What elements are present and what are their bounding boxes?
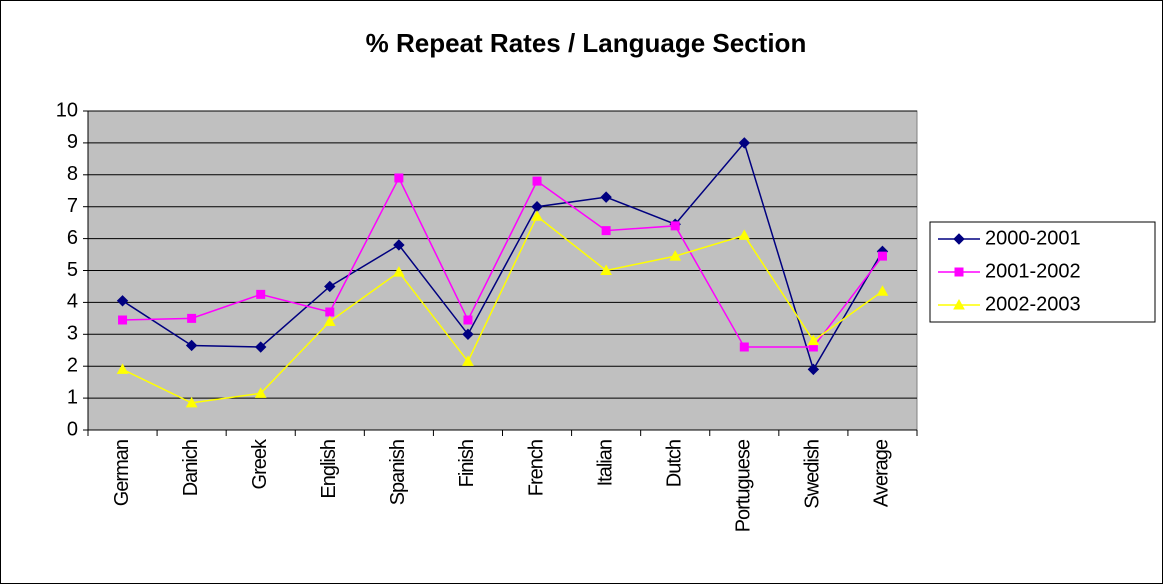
- marker: [185, 396, 198, 408]
- marker: [393, 266, 405, 277]
- marker: [323, 315, 336, 327]
- marker: [807, 363, 820, 376]
- x-tick-label: Finish: [456, 440, 478, 487]
- marker: [739, 342, 749, 352]
- marker: [255, 341, 267, 353]
- x-tick-label: French: [525, 440, 547, 496]
- chart-title: % Repeat Rates / Language Section: [366, 28, 807, 58]
- y-tick-label: 4: [67, 291, 78, 313]
- x-tick-label: Danich: [180, 440, 202, 496]
- y-tick-label: 2: [67, 354, 78, 376]
- y-tick-label: 7: [67, 195, 78, 217]
- legend-label: 2001-2002: [985, 260, 1081, 282]
- marker: [118, 315, 128, 325]
- marker: [669, 250, 682, 261]
- marker: [877, 251, 887, 261]
- y-tick-label: 9: [67, 131, 78, 153]
- y-tick-label: 0: [67, 418, 78, 440]
- marker: [324, 280, 336, 293]
- marker: [185, 339, 198, 352]
- x-tick-label: Italian: [594, 440, 616, 486]
- legend-marker: [953, 298, 965, 310]
- marker: [600, 264, 612, 275]
- x-tick-label: Spanish: [387, 440, 409, 505]
- series-line: [122, 176, 884, 348]
- marker: [116, 295, 129, 307]
- x-tick-label: Greek: [249, 438, 271, 489]
- x-tick-label: Dutch: [663, 440, 685, 487]
- marker: [531, 210, 543, 221]
- legend-marker: [953, 233, 965, 245]
- x-tick-label: English: [318, 440, 340, 499]
- marker: [256, 289, 266, 299]
- y-tick-label: 5: [67, 259, 78, 281]
- legend-label: 2000-2001: [985, 227, 1081, 249]
- y-tick-label: 6: [67, 227, 78, 249]
- y-tick-label: 8: [67, 163, 78, 185]
- series-line: [122, 141, 884, 372]
- y-tick-label: 3: [67, 323, 78, 345]
- x-tick-label: Portuguese: [733, 439, 755, 532]
- marker: [738, 229, 751, 240]
- marker: [254, 387, 267, 398]
- marker: [601, 226, 611, 236]
- legend-label: 2002-2003: [985, 293, 1081, 315]
- marker: [394, 173, 404, 183]
- y-tick-label: 1: [67, 386, 78, 408]
- series-line: [122, 215, 883, 404]
- x-tick-label: Swedish: [802, 440, 824, 509]
- marker: [876, 285, 889, 296]
- marker: [325, 307, 335, 317]
- marker: [462, 355, 474, 366]
- marker: [462, 328, 474, 341]
- marker: [393, 239, 405, 251]
- x-tick-label: German: [111, 440, 133, 506]
- marker: [532, 176, 542, 186]
- marker: [187, 313, 197, 323]
- marker: [807, 334, 820, 346]
- marker: [600, 191, 612, 203]
- y-tick-label: 10: [56, 99, 78, 121]
- marker: [738, 137, 750, 149]
- marker: [463, 315, 473, 325]
- legend-marker: [954, 267, 964, 277]
- x-tick-label: Average: [871, 439, 893, 507]
- marker: [670, 221, 680, 231]
- marker: [116, 363, 129, 374]
